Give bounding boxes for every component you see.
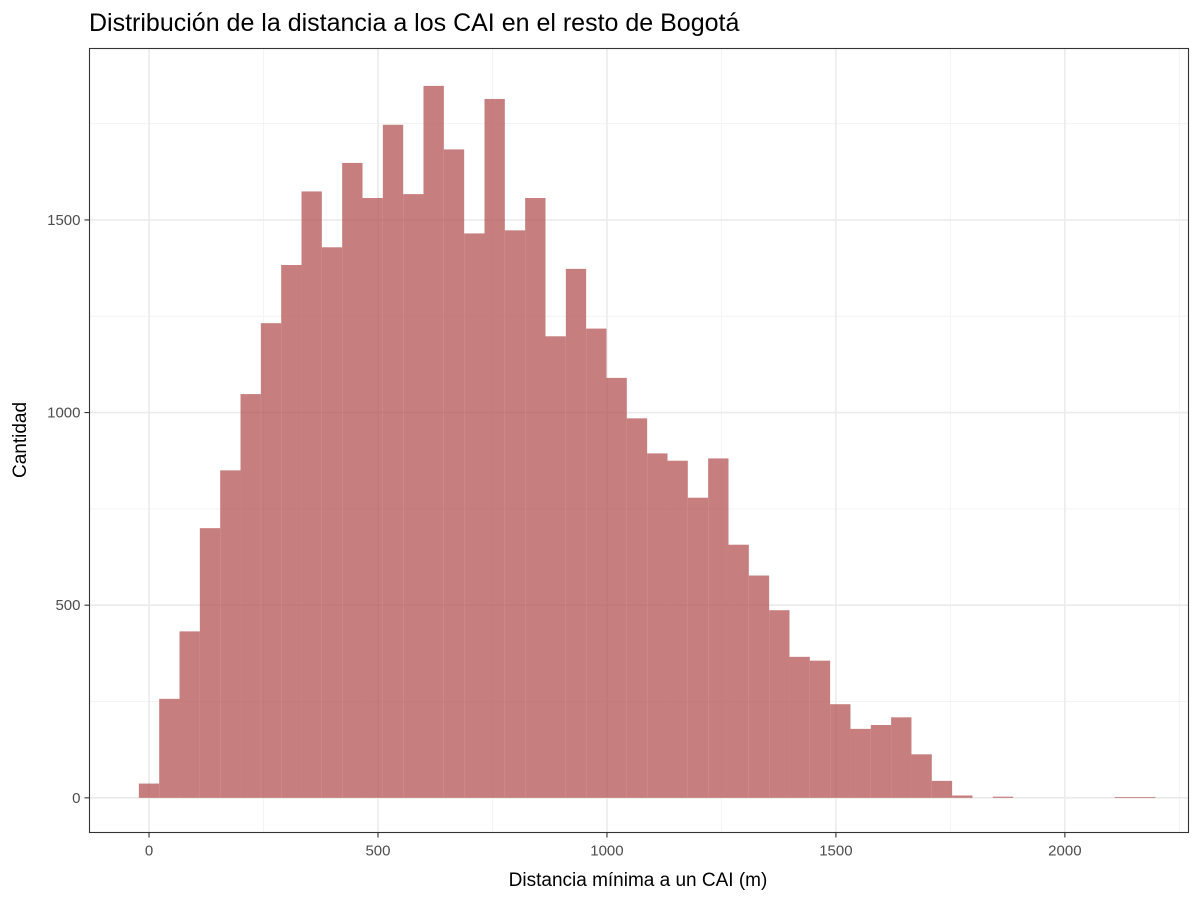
histogram-bar [809, 660, 831, 798]
x-tick-label: 1000 [590, 843, 623, 860]
histogram-bar [789, 656, 810, 798]
x-axis-tick-labels: 0 500 1000 1500 2000 [145, 843, 1082, 860]
histogram-bar [606, 377, 627, 798]
histogram-bar [138, 783, 160, 798]
histogram-bar [220, 470, 241, 798]
x-tick-label: 2000 [1048, 843, 1081, 860]
histogram-bar [728, 544, 749, 798]
y-tick-label: 0 [72, 790, 80, 807]
histogram-bar [1114, 797, 1136, 798]
x-tick-label: 1500 [819, 843, 852, 860]
histogram-bar [992, 796, 1014, 798]
histogram-bar [748, 575, 770, 798]
histogram-bar [525, 197, 546, 798]
histogram-bar [382, 124, 404, 798]
histogram-bar [199, 528, 221, 798]
chart-title: Distribución de la distancia a los CAI e… [89, 9, 739, 37]
histogram-bar [931, 780, 953, 798]
histogram-bar [504, 230, 526, 798]
histogram-bar [464, 233, 485, 798]
histogram-bar [891, 717, 912, 798]
x-axis-title: Distancia mínima a un CAI (m) [509, 870, 768, 891]
histogram-bar [586, 328, 607, 798]
histogram-bar [870, 725, 892, 798]
histogram-bar [240, 394, 261, 798]
x-tick-label: 500 [365, 843, 390, 860]
panel-border [88, 47, 1190, 834]
histogram-bar [281, 265, 302, 798]
histogram-bar [342, 162, 363, 798]
histogram-bar [952, 795, 973, 798]
histogram-bar [708, 458, 729, 798]
histogram-bar [850, 728, 871, 798]
histogram-bar [423, 85, 444, 798]
histogram-bar [911, 754, 932, 798]
histogram-bar [1135, 797, 1156, 798]
histogram-bars [138, 85, 1156, 798]
histogram-bar [565, 268, 587, 798]
histogram-bar [179, 631, 200, 798]
y-tick-label: 1000 [47, 405, 80, 422]
histogram-bar [626, 418, 648, 798]
y-axis-title: Cantidad [10, 402, 31, 478]
y-tick-label: 1500 [47, 212, 80, 229]
histogram-bar [484, 98, 505, 798]
histogram-bar [321, 247, 343, 798]
histogram-bar [830, 704, 851, 798]
histogram-bar [403, 194, 424, 798]
histogram-bar [301, 191, 322, 798]
histogram-bar [647, 453, 668, 798]
axis-ticks [84, 219, 1066, 838]
y-tick-label: 500 [55, 597, 80, 614]
histogram-bar [667, 460, 688, 798]
histogram-bar [687, 497, 709, 798]
histogram-bar [362, 197, 383, 798]
y-axis-tick-labels: 0 500 1000 1500 [47, 212, 80, 807]
histogram-bar [545, 336, 566, 798]
histogram-bar [260, 323, 282, 798]
x-tick-label: 0 [145, 843, 153, 860]
histogram-bar [443, 149, 465, 798]
histogram-bar [769, 610, 790, 798]
histogram-bar [159, 698, 180, 798]
